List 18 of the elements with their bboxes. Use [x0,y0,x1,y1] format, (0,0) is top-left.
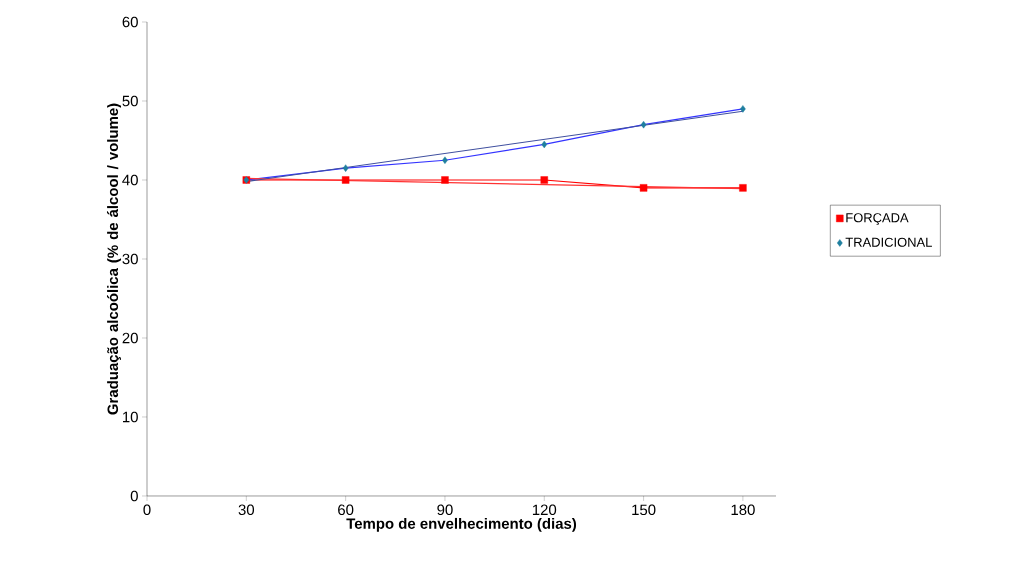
x-tick-label: 60 [338,504,354,516]
x-tick-label: 30 [238,504,255,516]
y-tick-label: 0 [130,490,138,502]
x-tick-label: 150 [632,504,656,516]
x-tick-label: 0 [143,504,151,516]
y-tick-label: 60 [122,16,138,28]
y-tick-label: 10 [123,411,138,423]
y-tick-label: 50 [122,95,138,107]
x-axis-title: Tempo de envelhecimento (dias) [346,517,577,532]
legend-label: TRADICIONAL [845,237,932,247]
y-axis-title: Graduação alcoólica (% de álcool / volume) [106,103,122,415]
y-tick-label: 30 [122,253,138,265]
legend-label: FORÇADA [846,213,909,225]
x-tick-label: 180 [731,504,755,516]
y-tick-label: 20 [122,332,138,344]
x-tick-label: 120 [532,504,557,516]
x-tick-label: 90 [437,504,453,516]
y-tick-label: 40 [122,174,138,186]
